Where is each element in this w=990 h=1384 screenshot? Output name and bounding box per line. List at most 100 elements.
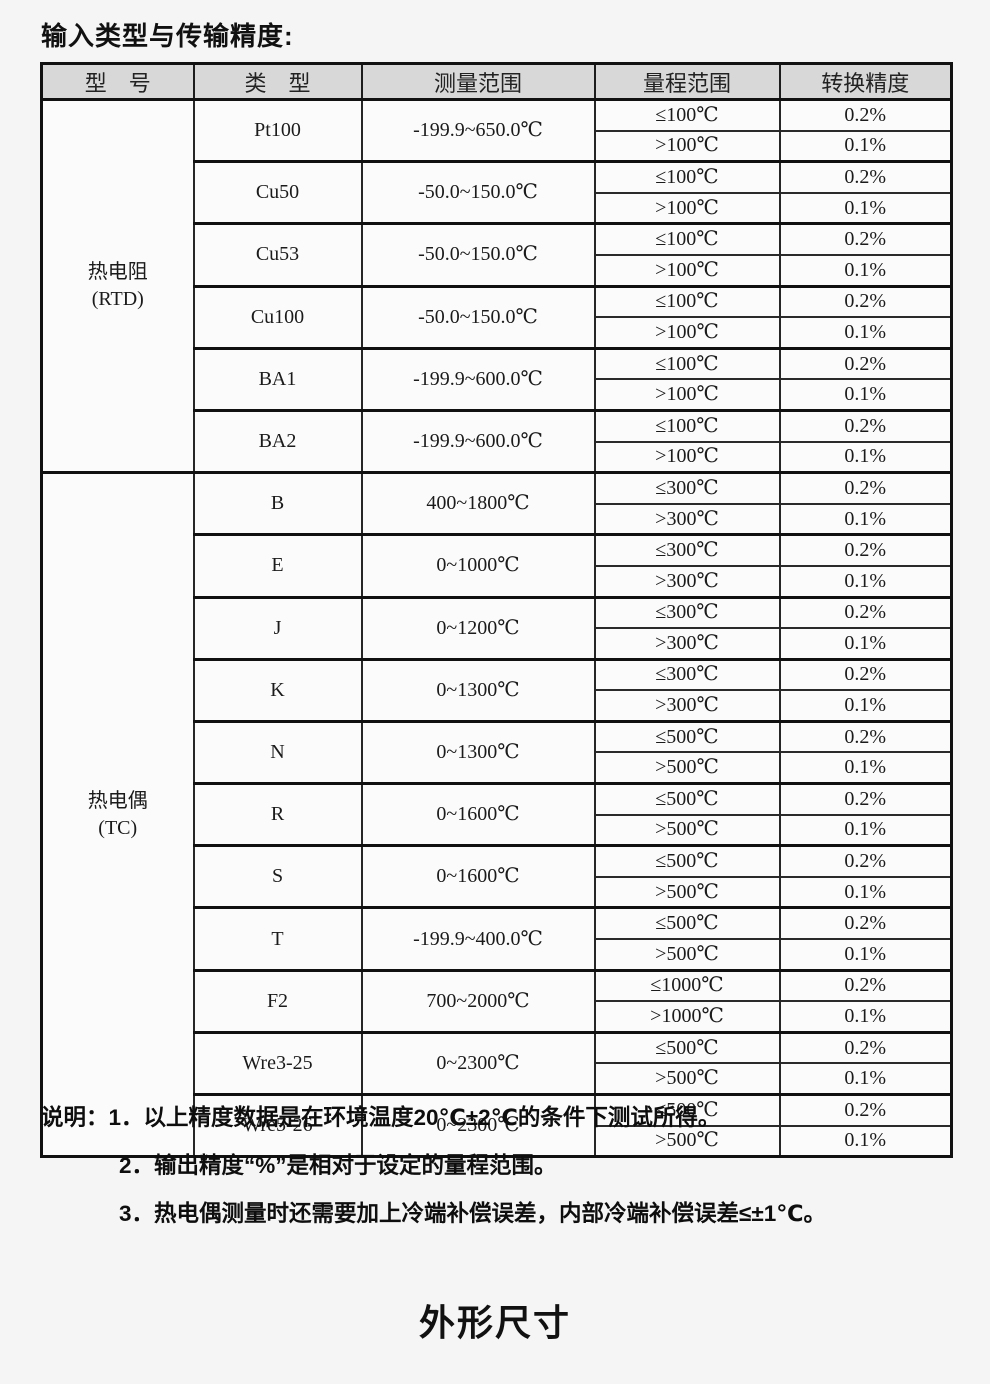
accuracy-cell: 0.1% bbox=[778, 689, 953, 722]
table-row: >300℃ 0.1% bbox=[42, 564, 953, 597]
accuracy-cell: 0.1% bbox=[778, 813, 953, 846]
span-range-cell: >100℃ bbox=[593, 129, 781, 162]
accuracy-cell: 0.1% bbox=[778, 751, 953, 784]
span-range-cell: ≤500℃ bbox=[593, 1092, 781, 1126]
accuracy-cell: 0.2% bbox=[778, 533, 953, 566]
type-cell: B bbox=[192, 471, 363, 535]
col-header-span-range: 量程范围 bbox=[593, 62, 781, 101]
span-range-cell: >500℃ bbox=[593, 813, 781, 846]
model-group-sublabel: (RTD) bbox=[91, 288, 144, 311]
span-range-cell: ≤500℃ bbox=[593, 1030, 781, 1064]
span-range-cell: ≤300℃ bbox=[593, 657, 781, 691]
accuracy-cell: 0.1% bbox=[778, 378, 953, 411]
table-row: >1000℃ 0.1% bbox=[42, 1000, 953, 1033]
span-range-cell: ≤500℃ bbox=[593, 782, 781, 815]
table-row: >100℃ 0.1% bbox=[42, 129, 953, 162]
accuracy-cell: 0.1% bbox=[778, 1124, 953, 1157]
notes: 说明：1．以上精度数据是在环境温度20℃±2℃的条件下测试所得。 2．输出精度“… bbox=[41, 1094, 971, 1238]
span-range-cell: >500℃ bbox=[593, 938, 781, 971]
span-range-cell: ≤1000℃ bbox=[593, 968, 781, 1002]
measure-range-cell: -50.0~150.0℃ bbox=[360, 222, 596, 287]
measure-range-cell: 0~1300℃ bbox=[360, 719, 596, 784]
type-cell: K bbox=[192, 657, 363, 722]
accuracy-cell: 0.2% bbox=[778, 346, 953, 380]
note-line-2: 2．输出精度“%”是相对于设定的量程范围。 bbox=[41, 1142, 971, 1190]
table-row: >100℃ 0.1% bbox=[42, 378, 953, 411]
spec-table-body: 热电阻 (RTD) Pt100 -199.9~650.0℃ ≤100℃ 0.2% >100℃… bbox=[40, 97, 953, 1157]
span-range-cell: >300℃ bbox=[593, 627, 781, 660]
accuracy-cell: 0.1% bbox=[778, 1062, 953, 1095]
table-row: >100℃ 0.1% bbox=[42, 316, 953, 349]
col-header-model: 型 号 bbox=[40, 62, 195, 101]
measure-range-cell: -199.9~650.0℃ bbox=[360, 97, 596, 162]
span-range-cell: ≤300℃ bbox=[593, 471, 781, 504]
type-cell: Pt100 bbox=[192, 97, 363, 162]
measure-range-cell: 0~2300℃ bbox=[360, 1092, 596, 1157]
measure-range-cell: 0~1600℃ bbox=[360, 782, 596, 846]
accuracy-cell: 0.1% bbox=[778, 502, 953, 535]
measure-range-cell: 0~1300℃ bbox=[360, 657, 596, 722]
model-group-cell: 热电阻 (RTD) bbox=[40, 97, 195, 473]
accuracy-cell: 0.2% bbox=[778, 719, 953, 753]
span-range-cell: >300℃ bbox=[593, 502, 781, 535]
span-range-cell: ≤100℃ bbox=[593, 160, 781, 193]
accuracy-cell: 0.2% bbox=[778, 160, 953, 193]
accuracy-cell: 0.2% bbox=[778, 595, 953, 629]
span-range-cell: ≤100℃ bbox=[593, 222, 781, 255]
model-group-sublabel: (TC) bbox=[98, 816, 138, 839]
accuracy-cell: 0.1% bbox=[778, 191, 953, 224]
type-cell: Wre3-25 bbox=[192, 1030, 363, 1095]
measure-range-cell: 400~1800℃ bbox=[360, 471, 596, 535]
span-range-cell: >1000℃ bbox=[593, 1000, 781, 1033]
table-row: >100℃ 0.1% bbox=[42, 253, 953, 287]
table-row: >300℃ 0.1% bbox=[42, 502, 953, 535]
table-row: 热电阻 (RTD) Pt100 -199.9~650.0℃ ≤100℃ 0.2% bbox=[40, 97, 953, 473]
accuracy-cell: 0.2% bbox=[778, 97, 953, 131]
span-range-cell: ≤300℃ bbox=[593, 595, 781, 629]
type-cell: Cu53 bbox=[192, 222, 363, 287]
span-range-cell: ≤500℃ bbox=[593, 906, 781, 940]
table-row: T -199.9~400.0℃ ≤500℃ 0.2% bbox=[42, 906, 953, 971]
span-range-cell: >500℃ bbox=[593, 1062, 781, 1095]
measure-range-cell: -199.9~600.0℃ bbox=[360, 408, 596, 473]
type-cell: E bbox=[192, 533, 363, 597]
type-cell: Cu50 bbox=[192, 160, 363, 224]
accuracy-cell: 0.2% bbox=[778, 1030, 953, 1064]
table-row: F2 700~2000℃ ≤1000℃ 0.2% bbox=[42, 968, 953, 1033]
span-range-cell: ≤100℃ bbox=[593, 97, 781, 131]
header-row: 型 号 类 型 测量范围 量程范围 转换精度 bbox=[40, 62, 953, 101]
table-row: >300℃ 0.1% bbox=[42, 627, 953, 660]
span-range-cell: >100℃ bbox=[593, 316, 781, 349]
table-row: N 0~1300℃ ≤500℃ 0.2% bbox=[42, 719, 953, 784]
span-range-cell: ≤500℃ bbox=[593, 719, 781, 753]
type-cell: BA1 bbox=[192, 346, 363, 411]
accuracy-cell: 0.2% bbox=[778, 906, 953, 940]
table-row: >500℃ 0.1% bbox=[42, 875, 953, 908]
type-cell: Cu100 bbox=[192, 284, 363, 349]
accuracy-cell: 0.1% bbox=[778, 440, 953, 473]
span-range-cell: ≤100℃ bbox=[593, 408, 781, 442]
page-title: 输入类型与传输精度: bbox=[41, 21, 294, 51]
table-row: >100℃ 0.1% bbox=[42, 191, 953, 224]
span-range-cell: ≤100℃ bbox=[593, 346, 781, 380]
table-row: >300℃ 0.1% bbox=[42, 689, 953, 722]
table-row: BA2 -199.9~600.0℃ ≤100℃ 0.2% bbox=[42, 408, 953, 473]
spec-table: 型 号 类 型 测量范围 量程范围 转换精度 热电阻 (RTD) Pt100 -199… bbox=[40, 62, 953, 1159]
model-group-cell: 热电偶 (TC) bbox=[40, 471, 195, 1157]
type-cell: J bbox=[192, 595, 363, 660]
measure-range-cell: 0~2300℃ bbox=[360, 1030, 596, 1095]
accuracy-cell: 0.1% bbox=[778, 938, 953, 971]
accuracy-cell: 0.2% bbox=[778, 782, 953, 815]
note-text-3: 3．热电偶测量时还需要加上冷端补偿误差，内部冷端补偿误差≤±1℃。 bbox=[119, 1201, 826, 1226]
measure-range-cell: 700~2000℃ bbox=[360, 968, 596, 1033]
table-row: >500℃ 0.1% bbox=[42, 1124, 953, 1157]
table-row: J 0~1200℃ ≤300℃ 0.2% bbox=[42, 595, 953, 660]
span-range-cell: ≤100℃ bbox=[593, 284, 781, 318]
note-text-2: 2．输出精度“%”是相对于设定的量程范围。 bbox=[119, 1153, 557, 1178]
accuracy-cell: 0.1% bbox=[778, 129, 953, 162]
table-row: R 0~1600℃ ≤500℃ 0.2% bbox=[42, 782, 953, 846]
accuracy-cell: 0.1% bbox=[778, 1000, 953, 1033]
span-range-cell: >300℃ bbox=[593, 564, 781, 597]
measure-range-cell: -50.0~150.0℃ bbox=[360, 284, 596, 349]
accuracy-cell: 0.2% bbox=[778, 657, 953, 691]
